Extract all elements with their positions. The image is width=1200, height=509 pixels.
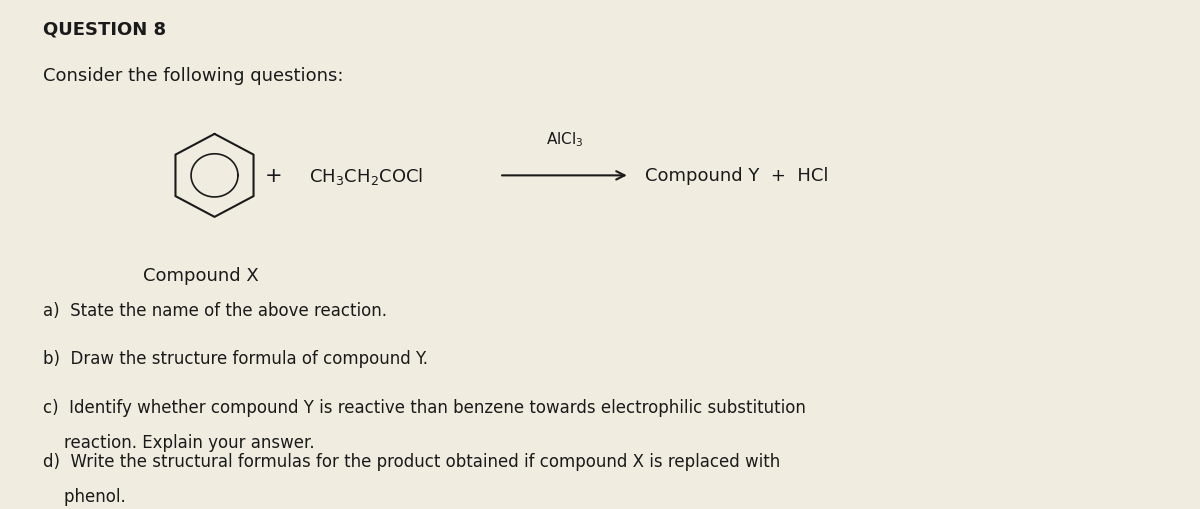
Text: $\mathregular{CH_3CH_2COCl}$: $\mathregular{CH_3CH_2COCl}$ — [310, 165, 424, 186]
Text: Consider the following questions:: Consider the following questions: — [42, 67, 343, 85]
Text: phenol.: phenol. — [42, 487, 125, 504]
Text: QUESTION 8: QUESTION 8 — [42, 21, 166, 39]
Text: d)  Write the structural formulas for the product obtained if compound X is repl: d) Write the structural formulas for the… — [42, 452, 780, 470]
Text: a)  State the name of the above reaction.: a) State the name of the above reaction. — [42, 301, 386, 319]
Text: Compound X: Compound X — [143, 266, 259, 285]
Text: b)  Draw the structure formula of compound Y.: b) Draw the structure formula of compoun… — [42, 350, 427, 367]
Text: c)  Identify whether compound Y is reactive than benzene towards electrophilic s: c) Identify whether compound Y is reacti… — [42, 399, 805, 416]
Text: Compound Y  +  HCl: Compound Y + HCl — [646, 167, 828, 185]
Text: +: + — [265, 166, 283, 186]
Text: reaction. Explain your answer.: reaction. Explain your answer. — [42, 433, 314, 451]
Text: $\mathregular{AlCl_3}$: $\mathregular{AlCl_3}$ — [546, 130, 583, 148]
